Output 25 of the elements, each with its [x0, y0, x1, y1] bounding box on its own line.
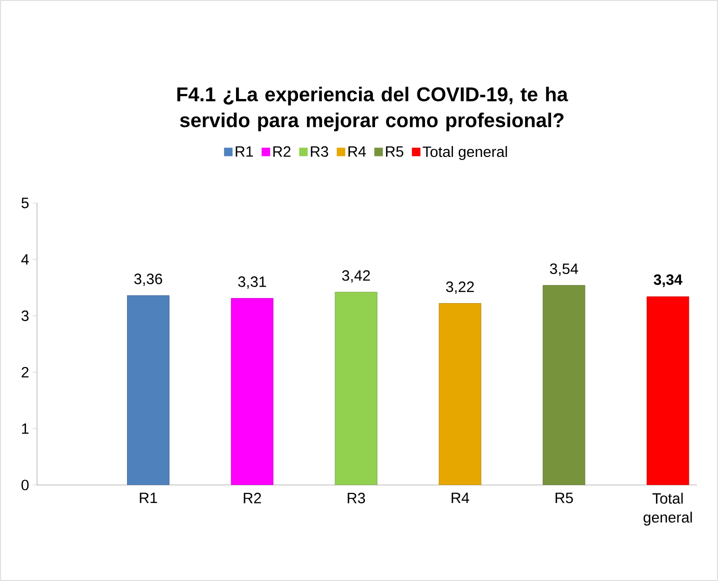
- legend-label: R3: [310, 146, 328, 157]
- data-label: 3,36: [134, 274, 162, 286]
- x-tick-label: R5: [556, 492, 573, 504]
- legend-label: R4: [348, 146, 366, 157]
- data-label: 3,31: [238, 276, 266, 289]
- legend-label: R2: [273, 146, 290, 157]
- x-tick-label: R3: [348, 492, 365, 504]
- data-label: 3,34: [654, 274, 682, 288]
- y-tick-label: 1: [22, 423, 28, 434]
- data-label: 3,22: [446, 282, 474, 294]
- data-label: 3,42: [342, 270, 370, 283]
- y-tick-label: 3: [21, 310, 29, 322]
- x-tick-label: Total general: [644, 492, 692, 526]
- y-tick-label: 5: [22, 198, 29, 208]
- x-tick-label: R1: [140, 492, 158, 504]
- y-tick-label: 2: [22, 366, 28, 378]
- legend-label: R5: [386, 146, 404, 157]
- y-tick-label: 0: [22, 480, 29, 490]
- legend-label: R1: [236, 146, 253, 157]
- x-tick-label: R4: [452, 492, 470, 504]
- data-label: 3,54: [550, 263, 578, 276]
- y-tick-label: 4: [21, 254, 29, 265]
- x-tick-label: R2: [244, 492, 261, 504]
- legend-label: Total general: [422, 146, 507, 160]
- chart-title: F4.1 ¿La experiencia del COVID-19, te ha servido para mejorar como profesional?: [177, 86, 568, 132]
